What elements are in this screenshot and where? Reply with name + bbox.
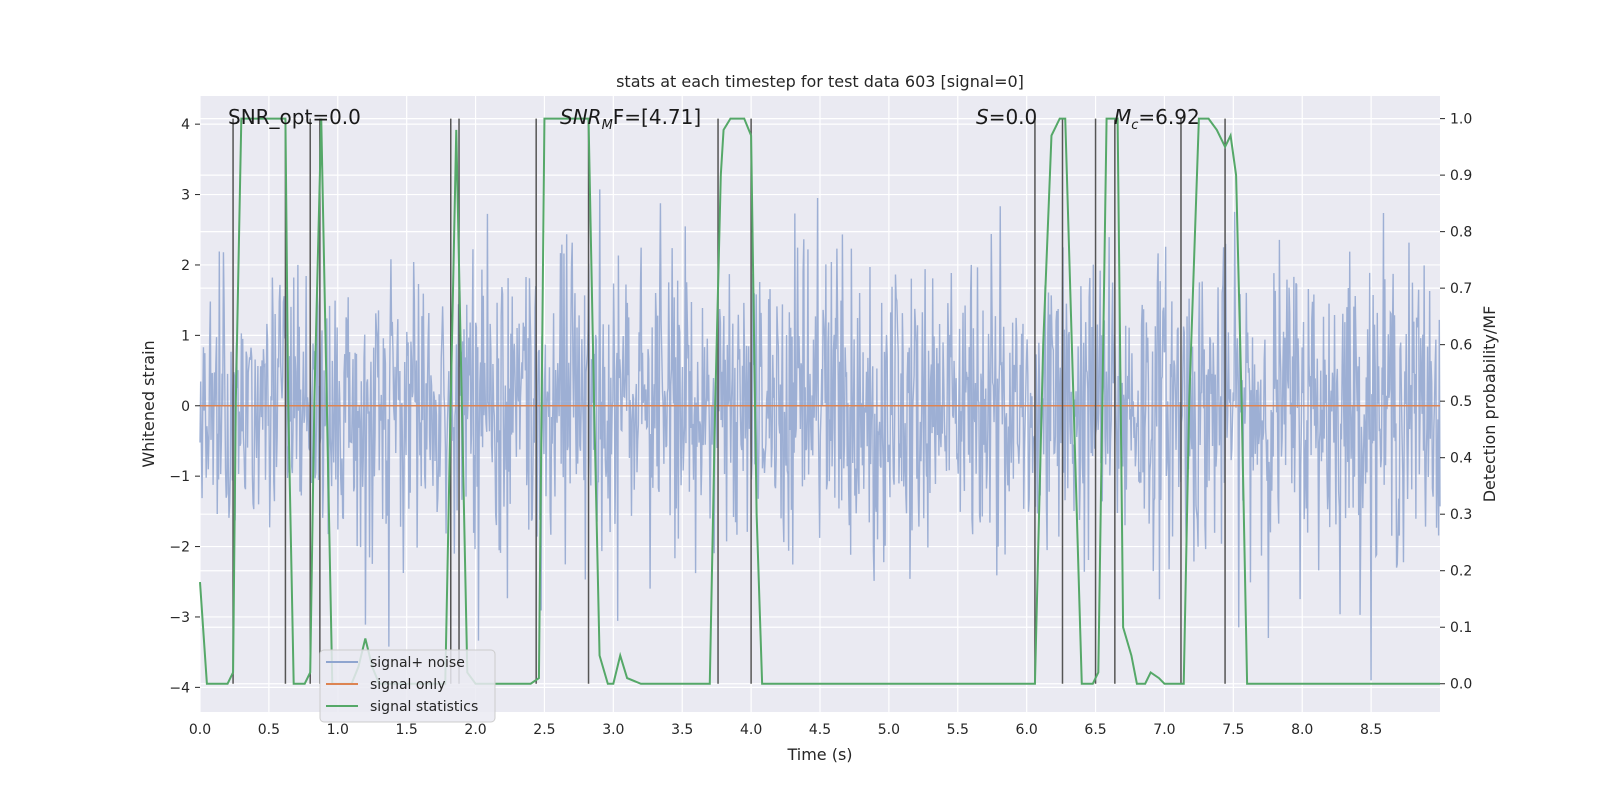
y-right-tick-label: 0.9 [1450,168,1472,184]
y-right-tick-label: 0.5 [1450,394,1472,410]
annotation-mc: Mc=6.92 [1114,105,1200,133]
legend-label-signal-noise: signal+ noise [370,655,465,671]
annotation-snr-mf-sub: M [602,118,613,133]
x-tick-label: 0.0 [189,722,211,738]
legend-box [319,649,496,723]
x-tick-label: 0.5 [258,722,280,738]
x-tick-label: 7.5 [1222,722,1244,738]
x-tick-label: 4.5 [809,722,831,738]
y-tick-label: −1 [169,469,190,485]
annotation-s-rest: =0.0 [989,105,1038,129]
noise-trace-line [199,189,1441,681]
y-right-tick-label: 0.8 [1450,225,1472,241]
y-right-tick-label: 0.0 [1450,677,1472,693]
chart-title: stats at each timestep for test data 603… [616,72,1024,91]
y-tick-label: −4 [169,680,190,696]
y-tick-label: −2 [169,540,190,556]
annotation-mc-var: M [1114,105,1131,129]
x-tick-label: 7.0 [1153,722,1175,738]
x-tick-label: 4.0 [740,722,762,738]
x-tick-label: 8.5 [1360,722,1382,738]
y-tick-label: −3 [169,610,190,626]
x-tick-label: 1.5 [396,722,418,738]
y-tick-label: 4 [181,117,190,133]
annotation-mc-sub: c [1131,118,1138,133]
legend-label-signal-statistics: signal statistics [370,699,478,715]
x-tick-label: 6.0 [1016,722,1038,738]
annotation-s: S=0.0 [976,105,1037,129]
legend-label-signal-only: signal only [370,677,445,693]
annotation-snr-mf: SNRMF=[4.71] [560,105,701,133]
y-right-tick-label: 0.1 [1450,620,1472,636]
annotation-mc-rest: =6.92 [1138,105,1199,129]
ticks: 0.0 0.5 1.0 1.5 2.0 2.5 3.0 3.5 4.0 4.5 5.0 5.5 6.0 6… [169,112,1472,738]
y-axis-label: Whitened strain [139,340,158,467]
y-right-tick-label: 0.7 [1450,281,1472,297]
annotation-s-var: S [976,105,989,129]
y-tick-label: 3 [181,188,190,204]
x-tick-label: 3.5 [671,722,693,738]
series-signal-noise [199,189,1441,681]
x-axis-label: Time (s) [786,745,852,764]
x-tick-label: 6.5 [1084,722,1106,738]
y-tick-label: 0 [181,399,190,415]
y-right-tick-label: 0.4 [1450,451,1472,467]
annotation-snr-mf-var: SNR [560,105,602,129]
y-axis-right-label: Detection probability/MF [1480,306,1499,503]
x-tick-label: 3.0 [602,722,624,738]
x-tick-label: 2.5 [533,722,555,738]
y-right-tick-label: 0.6 [1450,338,1472,354]
legend: signal+ noise signal only signal statist… [319,649,496,723]
x-tick-label: 8.0 [1291,722,1313,738]
annotation-snr-mf-rest: F=[4.71] [613,105,701,129]
x-tick-label: 5.5 [947,722,969,738]
y-tick-label: 1 [181,328,190,344]
x-tick-label: 1.0 [327,722,349,738]
y-tick-label: 2 [181,258,190,274]
x-tick-label: 5.0 [878,722,900,738]
annotation-snr-opt: SNR_opt=0.0 [228,105,361,129]
y-right-tick-label: 0.2 [1450,564,1472,580]
y-right-tick-label: 1.0 [1450,112,1472,128]
y-right-tick-label: 0.3 [1450,507,1472,523]
x-tick-label: 2.0 [464,722,486,738]
